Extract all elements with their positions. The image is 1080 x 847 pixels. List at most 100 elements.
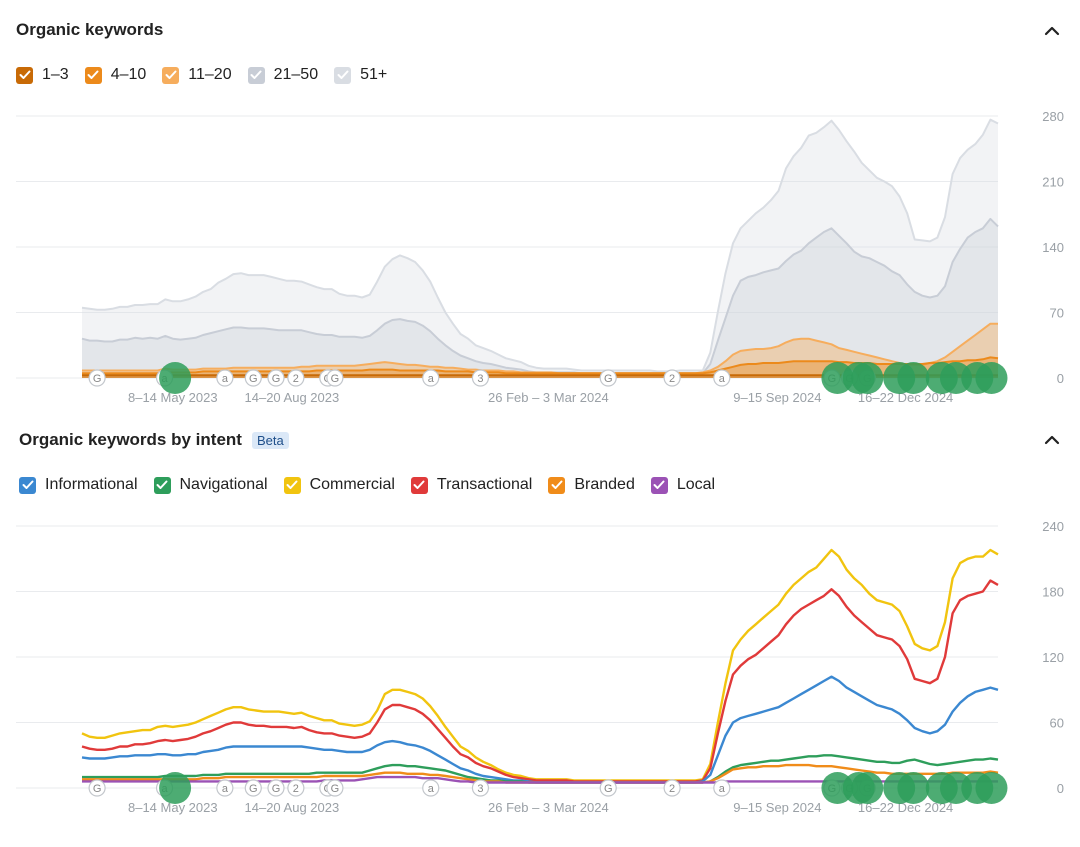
google-update-icon[interactable]: 2 [287,369,305,387]
google-update-icon[interactable]: G [267,779,285,797]
check-icon [653,480,665,489]
google-update-icon[interactable]: 3 [471,369,490,387]
series-line-informational[interactable] [81,675,999,784]
check-icon [250,70,262,79]
checkbox-4-10[interactable] [84,66,102,84]
annotation-icon[interactable]: a [216,369,234,387]
check-icon [286,480,298,489]
area-11-20 [82,323,998,378]
intent-chart: 0 60 120 180 240 8–14 May 2023 14–20 Aug 2023 2… [16,520,1064,815]
check-icon [165,70,177,79]
legend-label: Navigational [179,476,268,493]
legend-item-informational[interactable]: Informational [19,476,138,494]
checkbox-navigational[interactable] [153,476,171,494]
update-marker[interactable] [851,362,884,394]
checkbox-local[interactable] [650,476,668,494]
google-update-icon[interactable]: 3 [471,779,490,797]
annotation-icon[interactable]: a [422,369,440,387]
annotation-icon[interactable]: a [216,779,234,797]
annotation-icon[interactable]: a [422,779,440,797]
legend-item-4-10[interactable]: 4–10 [84,66,146,84]
legend-item-transactional[interactable]: Transactional [410,476,533,494]
organic-keywords-title: Organic keywords [16,20,164,39]
checkbox-21-50[interactable] [247,66,265,84]
annotation-icon[interactable]: a [713,369,731,387]
y-tick-label: 120 [1042,650,1064,665]
google-update-icon[interactable]: G [244,369,262,387]
update-marker[interactable] [975,772,1008,804]
google-update-icon[interactable]: G [599,369,617,387]
legend-label: 11–20 [188,66,232,83]
panel-title: Organic keywords by intent Beta [19,430,289,450]
event-label: 2 [669,783,675,795]
checkbox-informational[interactable] [19,476,36,494]
update-marker[interactable] [897,362,930,394]
area-51plus [82,119,998,378]
event-label: G [93,783,102,795]
legend-item-21-50[interactable]: 21–50 [247,66,318,84]
update-marker[interactable] [897,772,930,804]
legend-item-11-20[interactable]: 11–20 [162,66,232,84]
event-label: G [272,783,281,795]
legend-item-navigational[interactable]: Navigational [153,476,268,494]
checkbox-branded[interactable] [548,476,566,494]
legend-item-commercial[interactable]: Commercial [283,476,395,494]
checkbox-1-3[interactable] [16,66,33,84]
intent-panel: Organic keywords by intent Beta Informat… [0,420,1080,847]
collapse-button[interactable] [1042,21,1062,41]
google-update-icon[interactable]: G [326,369,344,387]
y-tick-label: 140 [1042,240,1064,255]
event-label: 3 [477,373,483,385]
organic-keywords-chart: 0 70 140 210 280 8–14 May 2023 14–20 Aug 2023 2… [16,110,1064,405]
panel-title: Organic keywords [16,20,163,40]
event-label: 2 [293,373,299,385]
x-tick-label: 16–22 Dec 2024 [858,800,953,815]
check-icon [87,70,99,79]
google-update-icon[interactable]: G [267,369,285,387]
x-tick-label: 26 Feb – 3 Mar 2024 [488,800,609,815]
series-line-51plus[interactable] [81,118,999,373]
update-marker[interactable] [159,362,192,394]
event-label: a [222,783,229,795]
event-label: G [272,373,281,385]
check-icon [19,70,30,79]
google-update-icon[interactable]: 2 [287,779,305,797]
event-label: G [249,373,258,385]
google-update-icon[interactable]: G [88,369,106,387]
intent-title: Organic keywords by intent [19,430,242,449]
google-update-icon[interactable]: G [88,779,106,797]
google-update-icon[interactable]: 2 [663,779,681,797]
series-line-transactional[interactable] [81,579,999,783]
series-line-commercial[interactable] [81,548,999,782]
check-icon [413,480,425,489]
google-update-icon[interactable]: G [326,779,344,797]
event-label: a [428,373,435,385]
update-marker[interactable] [159,772,192,804]
series-line-4-10[interactable] [82,356,999,375]
beta-badge: Beta [251,431,289,449]
check-icon [337,70,349,79]
checkbox-transactional[interactable] [410,476,428,494]
google-update-icon[interactable]: 2 [663,369,681,387]
update-marker[interactable] [851,772,884,804]
legend-item-1-3[interactable]: 1–3 [16,66,69,84]
annotation-icon[interactable]: a [713,779,731,797]
area-21-50 [82,218,998,378]
legend-item-51plus[interactable]: 51+ [334,66,387,84]
legend-label: Transactional [436,476,533,493]
check-icon [551,480,563,489]
event-label: a [222,373,229,385]
y-tick-label: 180 [1042,585,1064,600]
google-update-icon[interactable]: G [244,779,262,797]
collapse-button[interactable] [1042,430,1062,450]
legend-item-local[interactable]: Local [650,476,715,494]
x-tick-label: 26 Feb – 3 Mar 2024 [488,390,609,405]
x-tick-label: 8–14 May 2023 [128,390,218,405]
google-update-icon[interactable]: G [599,779,617,797]
update-marker[interactable] [975,362,1008,394]
checkbox-commercial[interactable] [283,476,301,494]
checkbox-51plus[interactable] [334,66,352,84]
checkbox-11-20[interactable] [162,66,180,84]
organic-keywords-panel: Organic keywords 1–3 4–10 11–20 21–50 51+ 0 7… [0,0,1080,420]
legend-item-branded[interactable]: Branded [548,476,635,494]
